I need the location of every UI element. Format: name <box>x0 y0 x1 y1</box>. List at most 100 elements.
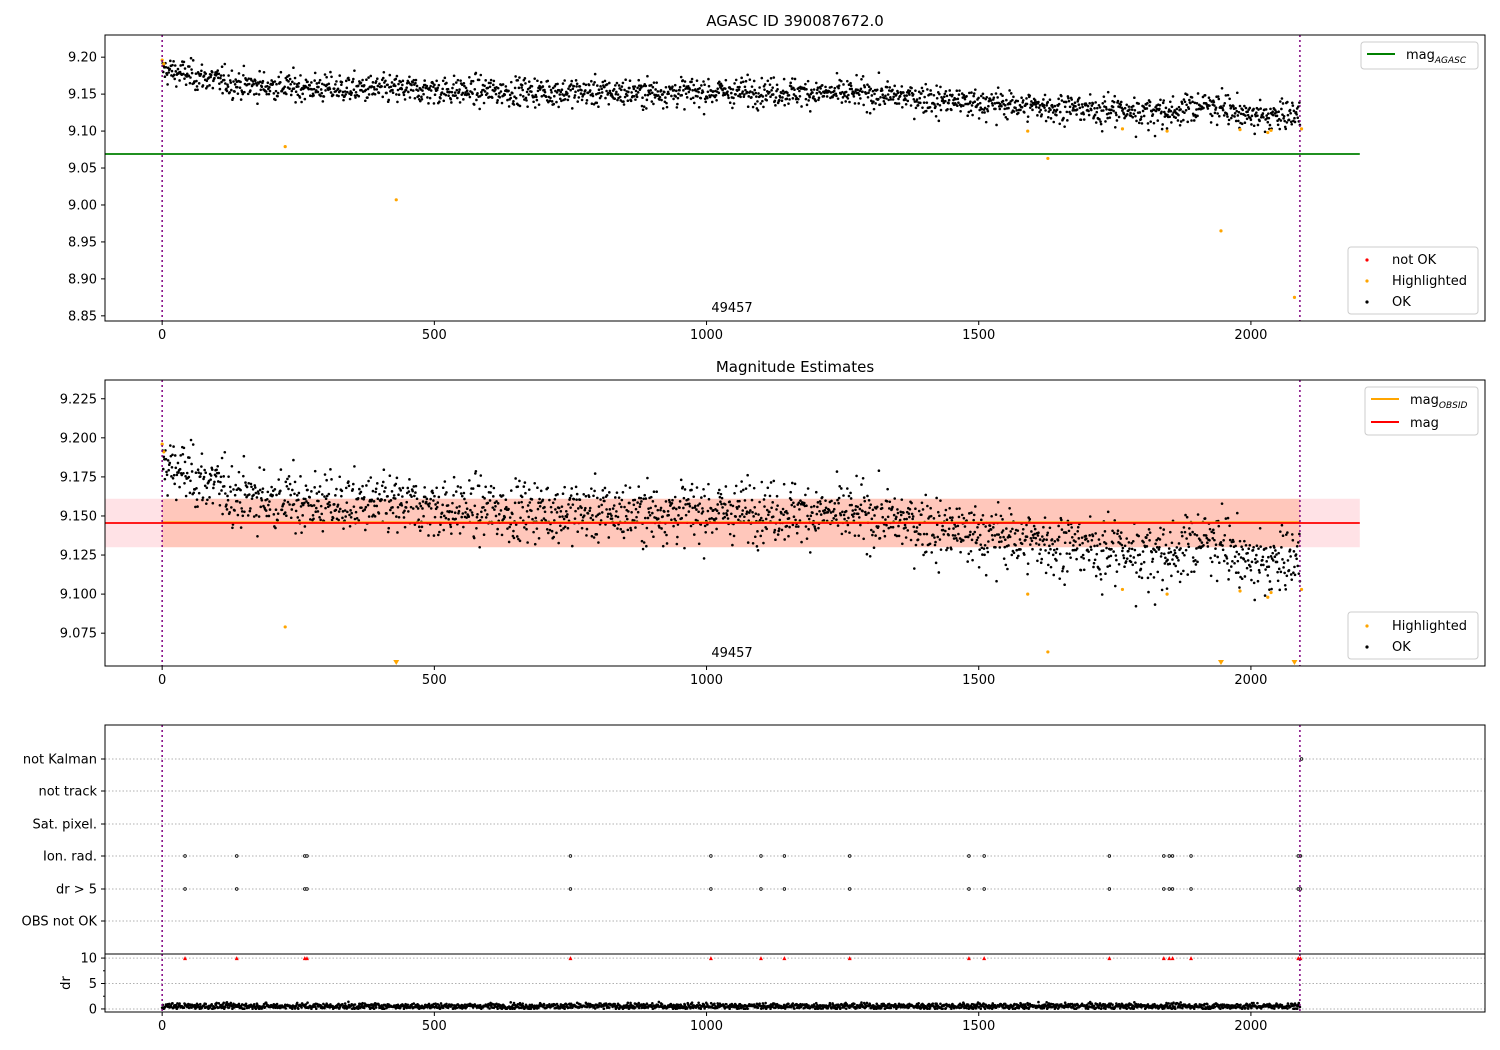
estimates-ok-point <box>1066 570 1069 573</box>
agasc-ok-point <box>426 96 429 99</box>
agasc-ok-point <box>970 91 973 94</box>
estimates-ok-point <box>856 512 860 516</box>
estimates-ok-point <box>747 519 751 522</box>
estimates-ok-point <box>1149 572 1152 576</box>
estimates-ok-point <box>849 491 852 495</box>
estimates-ok-point <box>1152 576 1156 579</box>
agasc-ok-point <box>1033 99 1037 102</box>
agasc-ok-point <box>1051 106 1054 109</box>
estimates-ok-point <box>250 497 254 500</box>
agasc-ok-point <box>501 83 505 86</box>
estimates-ok-point <box>1263 594 1267 597</box>
estimates-ok-point <box>954 536 958 540</box>
agasc-ok-point <box>752 79 756 83</box>
estimates-ok-point <box>1038 538 1042 541</box>
agasc-ok-point <box>837 86 840 90</box>
agasc-ok-point <box>762 105 765 109</box>
agasc-ok-point <box>219 74 223 77</box>
agasc-ok-point <box>887 89 891 92</box>
estimates-ok-point <box>602 496 605 500</box>
agasc-ok-point <box>1037 106 1041 109</box>
estimates-ok-point <box>661 544 665 548</box>
dr-ok-point <box>254 1007 258 1010</box>
agasc-ok-point <box>361 78 364 82</box>
estimates-ok-point <box>863 499 867 503</box>
agasc-ok-point <box>375 88 379 91</box>
agasc-ok-point <box>746 73 749 77</box>
agasc-ok-point <box>683 108 686 111</box>
estimates-ok-point <box>344 515 348 518</box>
agasc-ok-point <box>1111 105 1115 109</box>
agasc-ok-point <box>169 59 172 63</box>
estimates-ok-point <box>1234 571 1238 574</box>
estimates-ok-point <box>1092 565 1095 569</box>
agasc-ok-point <box>1249 118 1253 122</box>
estimates-ok-point <box>450 532 453 535</box>
estimates-ok-point <box>286 500 290 504</box>
agasc-ok-point <box>1243 121 1247 125</box>
estimates-ok-point <box>1085 537 1088 541</box>
estimates-ok-point <box>822 519 826 522</box>
agasc-ok-point <box>1271 110 1274 113</box>
agasc-ok-point <box>1269 107 1272 111</box>
estimates-ok-point <box>1127 541 1131 544</box>
estimates-ok-point <box>240 510 244 513</box>
agasc-ok-point <box>793 88 796 92</box>
estimates-ok-point <box>210 468 214 471</box>
estimates-ok-point <box>184 474 187 478</box>
estimates-ok-point <box>220 456 224 460</box>
estimates-ok-point <box>1015 548 1018 552</box>
estimates-ok-point <box>290 508 294 511</box>
estimates-ok-point <box>715 527 718 531</box>
estimates-ok-point <box>1116 529 1120 532</box>
agasc-ok-point <box>1140 122 1144 125</box>
dr-ok-point <box>439 1002 443 1005</box>
estimates-ok-point <box>918 523 922 526</box>
estimates-ok-point <box>371 489 375 493</box>
agasc-ok-point <box>345 86 349 90</box>
agasc-ok-point <box>663 90 666 94</box>
agasc-ok-point <box>847 93 850 97</box>
agasc-ok-point <box>546 79 550 83</box>
estimates-ok-point <box>868 555 872 558</box>
estimates-ok-point <box>1147 528 1151 531</box>
agasc-ok-point <box>1294 111 1298 114</box>
agasc-ok-point <box>261 79 265 83</box>
estimates-ok-point <box>516 485 520 488</box>
agasc-ok-point <box>329 70 332 74</box>
estimates-ok-point <box>1058 577 1062 580</box>
agasc-ok-point <box>228 79 232 82</box>
agasc-ok-point <box>1127 105 1131 108</box>
estimates-ok-point <box>1244 544 1248 547</box>
estimates-ok-point <box>482 505 485 509</box>
estimates-ok-point <box>427 534 430 537</box>
estimates-ok-point <box>823 511 826 515</box>
agasc-ok-point <box>791 77 794 80</box>
agasc-ok-point <box>726 94 730 97</box>
agasc-ok-point <box>858 89 862 93</box>
agasc-ok-point <box>941 99 945 103</box>
dr-ok-point <box>322 1002 325 1006</box>
estimates-ok-point <box>528 501 532 504</box>
estimates-ok-point <box>166 459 170 462</box>
agasc-ok-point <box>703 97 707 101</box>
estimates-ok-point <box>698 502 702 505</box>
estimates-ok-point <box>690 488 693 492</box>
agasc-ok-point <box>1146 101 1149 105</box>
estimates-ok-point <box>869 528 873 532</box>
agasc-ok-point <box>855 73 858 77</box>
dr-ok-point <box>295 1001 299 1005</box>
estimates-offscale-marker <box>393 660 400 665</box>
agasc-ok-point <box>1286 100 1289 104</box>
estimates-ok-point <box>484 516 488 519</box>
agasc-ok-point <box>304 78 308 82</box>
estimates-ok-point <box>531 517 534 521</box>
agasc-ok-point <box>1009 92 1013 95</box>
estimates-ok-point <box>543 505 546 509</box>
estimates-ok-point <box>401 486 405 490</box>
agasc-ok-point <box>1073 101 1077 105</box>
agasc-ok-point <box>454 94 458 97</box>
estimates-ok-point <box>729 503 733 507</box>
estimates-ok-point <box>435 486 438 490</box>
estimates-ok-point <box>945 518 949 522</box>
